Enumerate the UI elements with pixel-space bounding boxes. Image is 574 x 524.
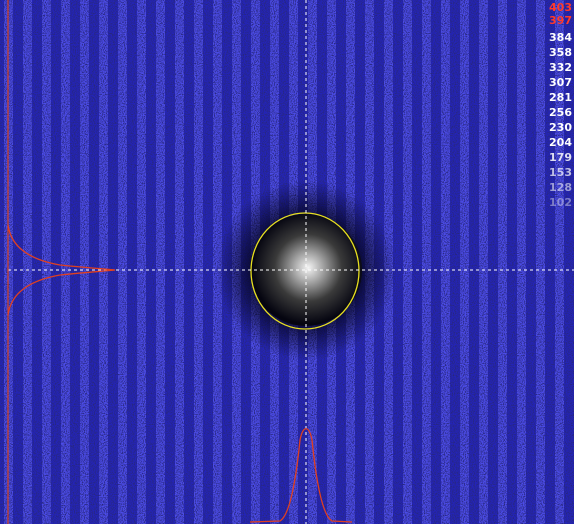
scale-label: 307 — [549, 76, 572, 89]
scale-label: 128 — [549, 181, 572, 194]
scale-label: 102 — [549, 196, 572, 209]
scale-label: 332 — [549, 61, 572, 74]
beam-image: 403397 384 358 332 307 281 256 230 204 179 153 128 1… — [0, 0, 574, 524]
scale-label: 358 — [549, 46, 572, 59]
scale-label: 230 — [549, 121, 572, 134]
scale-label: 256 — [549, 106, 572, 119]
scale-label: 397 — [549, 14, 572, 27]
scale-label: 281 — [549, 91, 572, 104]
scale-label: 179 — [549, 151, 572, 164]
scale-label: 204 — [549, 136, 572, 149]
scale-label: 384 — [549, 31, 572, 44]
scale-label: 403 — [549, 1, 572, 14]
beam-profiler-view: 403397 384 358 332 307 281 256 230 204 179 153 128 1… — [0, 0, 574, 524]
scale-label: 153 — [549, 166, 572, 179]
